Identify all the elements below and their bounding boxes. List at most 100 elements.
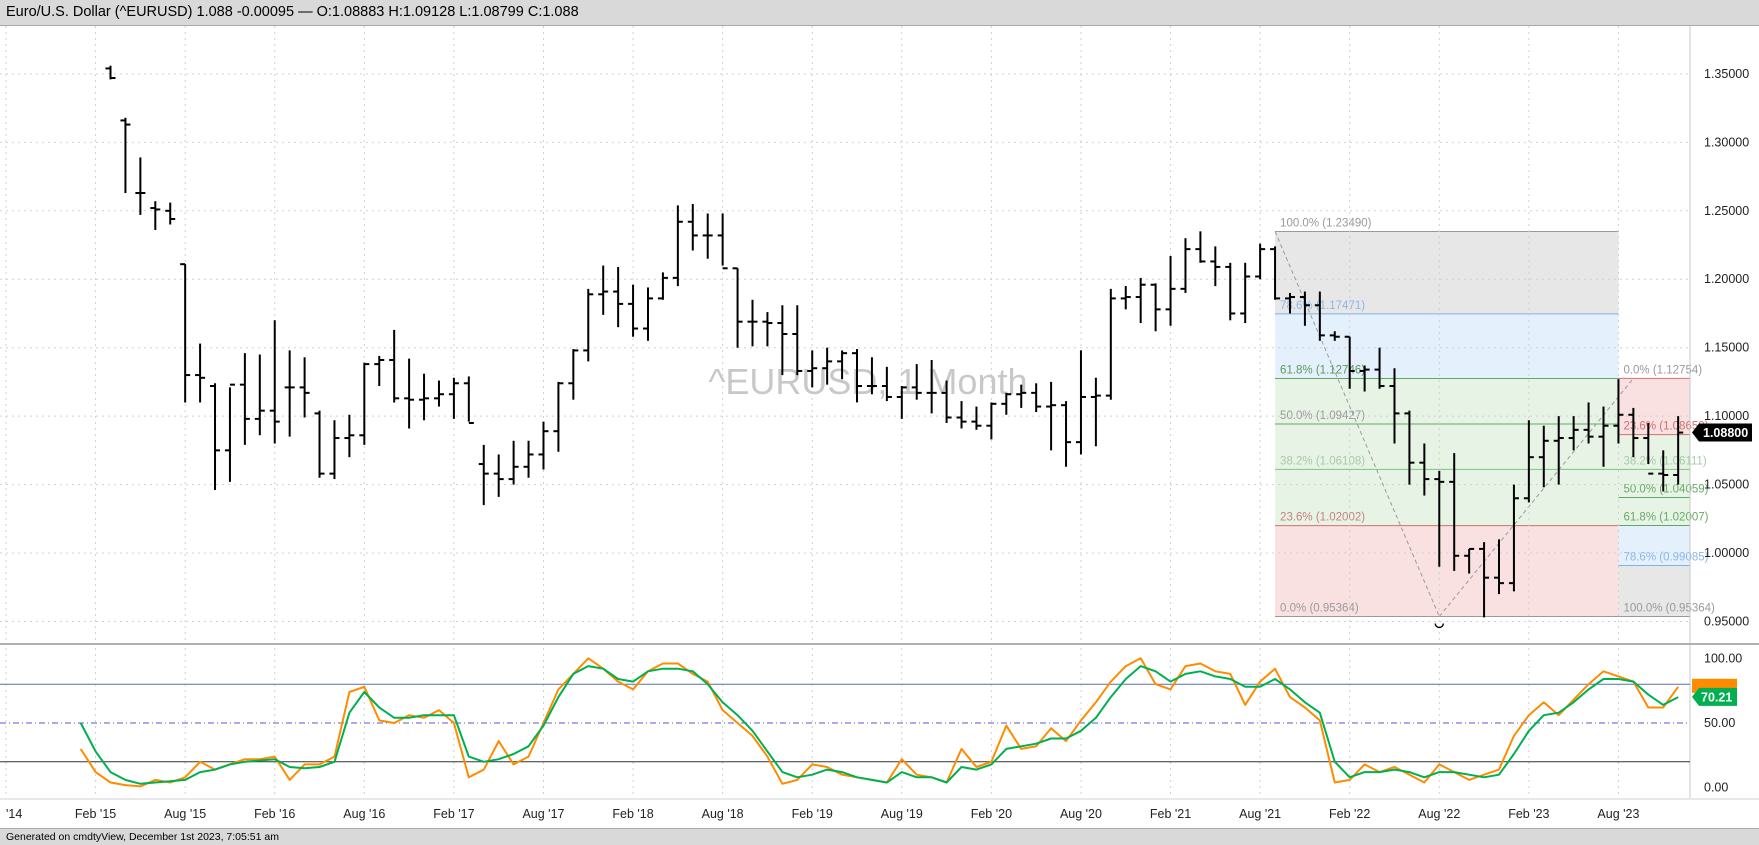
ohlc-bar (1270, 246, 1281, 300)
fib-retracement-2-level-label: 50.0% (1.04059) (1623, 483, 1708, 495)
ohlc-bar (1016, 384, 1027, 408)
chart-watermark: ^EURUSD, 1 Month (709, 361, 1028, 402)
ohlc-bar (299, 357, 310, 418)
ohlc-bar (314, 410, 325, 478)
ohlc-bar (792, 305, 803, 376)
ohlc-bar (404, 358, 415, 429)
ohlc-bar (165, 202, 176, 225)
fib-retracement-2-level-label: 23.6% (1.08650) (1623, 421, 1708, 433)
ohlc-bar (911, 364, 922, 400)
ohlc-bar (1598, 406, 1609, 467)
time-axis-tick: Feb '19 (792, 807, 833, 821)
time-axis-tick: Aug '22 (1418, 807, 1460, 821)
ohlc-bar (1135, 277, 1146, 324)
ohlc-bar (852, 349, 863, 403)
time-axis-tick: Aug '16 (343, 807, 385, 821)
ohlc-bar (1568, 416, 1579, 451)
ohlc-bar (628, 284, 639, 337)
ohlc-bar (986, 402, 997, 440)
generated-caption: Generated on cmdtyView, December 1st 202… (6, 831, 279, 843)
ohlc-bar (1075, 350, 1086, 455)
ohlc-bar (433, 380, 444, 407)
ohlc-bar (1658, 450, 1669, 492)
ohlc-bar (1284, 292, 1295, 314)
ohlc-bar (1553, 416, 1564, 485)
fib-retracement-1-zone (1275, 525, 1619, 617)
ohlc-bar (1240, 262, 1251, 324)
ohlc-bar (837, 350, 848, 380)
ohlc-bar (777, 305, 788, 376)
ohlc-bar (732, 267, 743, 348)
ohlc-bar (239, 353, 250, 445)
price-axis-tick: 0.95000 (1704, 614, 1749, 628)
ohlc-bar (1359, 365, 1370, 392)
swing-low-marker (1434, 623, 1444, 629)
ohlc-bar (1314, 291, 1325, 341)
time-axis-tick: Aug '21 (1239, 807, 1281, 821)
fib-retracement-2-level-label: 61.8% (1.02007) (1623, 512, 1708, 524)
ohlc-bar (866, 357, 877, 395)
price-axis-tick: 1.05000 (1704, 478, 1749, 492)
ohlc-bar (1120, 286, 1131, 310)
fib-retracement-2-zone (1618, 497, 1690, 526)
ohlc-bar (1150, 283, 1161, 332)
ohlc-bar (329, 420, 340, 480)
ohlc-bar (1210, 246, 1221, 287)
ohlc-bar (1090, 377, 1101, 447)
time-axis-tick: Feb '16 (254, 807, 295, 821)
ohlc-bar (1255, 243, 1266, 280)
fib-retracement-1-level-label: 61.8% (1.12746) (1280, 365, 1365, 377)
fibonacci-retracements: 100.0% (1.23490) 78.6% (1.17471) 61.8% (1.… (1274, 217, 1715, 617)
price-axis-tick: 1.25000 (1704, 204, 1749, 218)
price-axis-tick: 1.30000 (1704, 135, 1749, 149)
ohlc-bar (120, 117, 131, 194)
ohlc-bar (807, 350, 818, 388)
time-axis-tick: '14 (6, 807, 22, 821)
ohlc-bar (1165, 255, 1176, 326)
price-bars (105, 65, 1684, 629)
footer-bar: Generated on cmdtyView, December 1st 202… (0, 828, 1759, 845)
time-axis-tick: Aug '19 (881, 807, 923, 821)
stochastic-axis-tick: 50.00 (1704, 716, 1735, 730)
ohlc-bar (896, 386, 907, 419)
fib-retracement-2-level-label: 38.2% (1.06111) (1623, 455, 1706, 467)
fib-retracement-2-level-label: 78.6% (0.99085) (1623, 552, 1708, 564)
fib-retracement-1-zone (1275, 469, 1619, 526)
fib-retracement-1-level-label: 23.6% (1.02002) (1280, 512, 1365, 524)
time-axis-tick: Aug '20 (1060, 807, 1102, 821)
ohlc-bar (1508, 484, 1519, 592)
ohlc-bar (1195, 231, 1206, 263)
fib-retracement-1-level-label: 100.0% (1.23490) (1280, 217, 1372, 229)
stochastic-axis-tick: 0.00 (1704, 781, 1728, 795)
ohlc-bar (613, 266, 624, 328)
ohlc-bar (1404, 410, 1415, 485)
ohlc-bar (1374, 347, 1385, 389)
ohlc-bar (657, 272, 668, 300)
time-axis-tick: Feb '15 (75, 807, 116, 821)
stochastic-d-line (79, 665, 1679, 785)
time-axis-tick: Aug '23 (1597, 807, 1639, 821)
ohlc-bar (881, 366, 892, 402)
ohlc-bar (1105, 288, 1116, 400)
stochastic-axis-tick: 100.00 (1704, 651, 1742, 665)
ohlc-bar (389, 329, 400, 403)
ohlc-bar (284, 350, 295, 437)
ohlc-bar (747, 299, 758, 347)
ohlc-bar (762, 312, 773, 347)
ohlc-bar (254, 354, 265, 436)
fib-retracement-1-level-label: 78.6% (1.17471) (1280, 300, 1365, 312)
fib-retracement-1-zone (1275, 423, 1619, 470)
ohlc-bar (1389, 368, 1400, 444)
ohlc-bar (224, 383, 235, 482)
time-axis-tick: Feb '23 (1508, 807, 1549, 821)
ohlc-bar (1449, 453, 1460, 571)
chart-area[interactable]: 100.0% (1.23490) 78.6% (1.17471) 61.8% (1.… (0, 26, 1759, 828)
header-bar: Euro/U.S. Dollar (^EURUSD) 1.088 -0.0009… (0, 0, 1759, 26)
ohlc-bar (926, 360, 937, 414)
ohlc-bar (135, 157, 146, 215)
fib-retracement-2-level-label: 100.0% (0.95364) (1623, 602, 1715, 614)
stochastic-last-value: 70.21 (1701, 690, 1732, 704)
ohlc-bar (702, 213, 713, 259)
fib-retracement-1-level-label: 38.2% (1.06108) (1280, 455, 1365, 467)
time-axis-tick: Feb '17 (433, 807, 474, 821)
